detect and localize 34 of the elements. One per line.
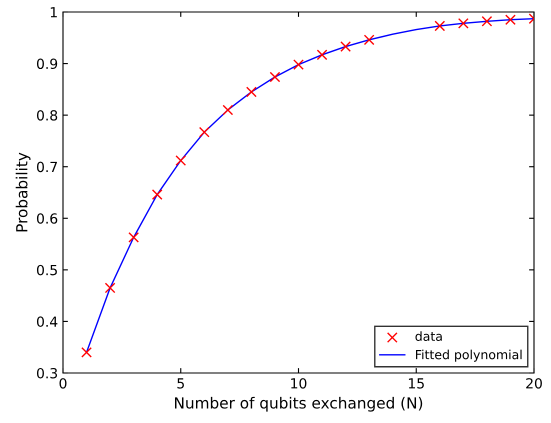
point (128, 232, 140, 243)
point (505, 14, 516, 26)
x-tick-label: 15 (408, 378, 424, 389)
y-tick-label: 0.5 (36, 264, 57, 276)
x-tick-label: 20 (526, 378, 542, 389)
y-tick-label: 1 (50, 7, 57, 18)
point (340, 41, 351, 52)
y-tick-label: 0.7 (36, 162, 57, 172)
x-tick-label: 0 (59, 378, 66, 389)
point (434, 20, 446, 32)
x-axis-title: Number of qubits exchanged (N) (175, 396, 422, 412)
point (81, 347, 92, 358)
point (316, 49, 328, 60)
y-tick-label: 0.6 (36, 213, 58, 224)
point (175, 155, 186, 166)
point (364, 34, 375, 46)
point (293, 59, 304, 70)
point (246, 86, 257, 98)
point (482, 16, 492, 27)
point (198, 126, 210, 138)
point (222, 104, 234, 116)
y-tick-label: 0.8 (36, 110, 58, 121)
point (458, 18, 469, 29)
point (270, 72, 280, 82)
y-axis-title: Probability (16, 152, 30, 232)
point (104, 282, 116, 294)
x-tick-label: 5 (177, 378, 184, 389)
y-tick-label: 0.3 (36, 368, 58, 378)
point (152, 189, 163, 200)
legend-label: data (415, 331, 442, 341)
y-tick-label: 0.9 (36, 58, 58, 70)
x-tick-label: 10 (291, 378, 306, 389)
legend-label: Fitted polynomial (416, 350, 522, 362)
y-tick-label: 0.4 (36, 316, 58, 327)
